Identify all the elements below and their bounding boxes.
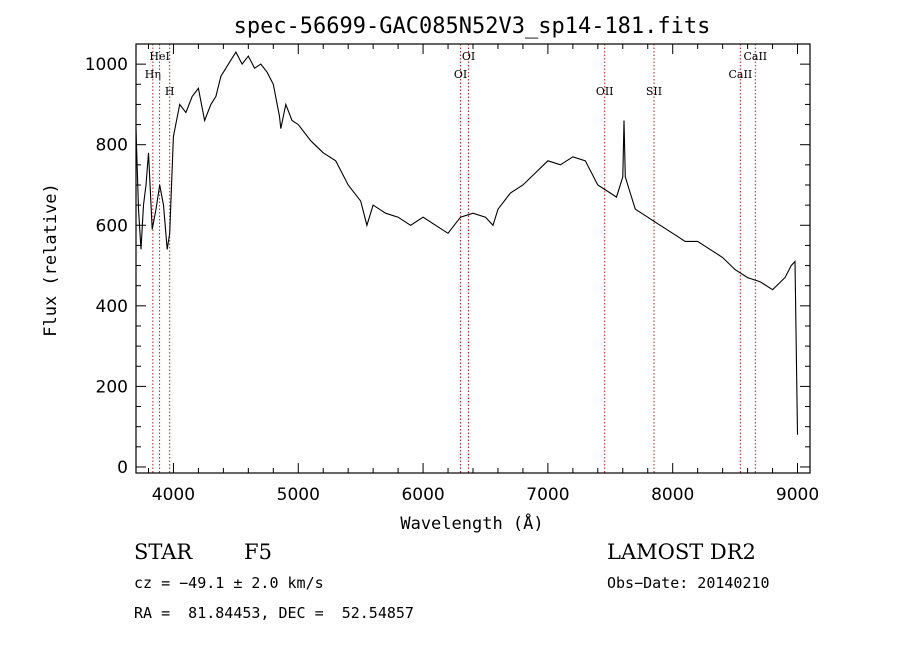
coordinates-text: RA = 81.84453, DEC = 52.54857 (134, 604, 414, 622)
x-tick-label: 5000 (277, 485, 320, 505)
spectral-line-label: CaII (743, 50, 767, 63)
object-class: STAR (134, 540, 193, 564)
spectral-line-label: OI (454, 68, 467, 81)
spectral-line-markers: Hη HeI H OI OI OII SII CaII CaII (145, 44, 767, 473)
y-tick-label: 0 (117, 458, 128, 478)
spectral-line-label: OII (596, 85, 614, 98)
spectral-line-label: OI (462, 50, 475, 63)
x-tick-label: 4000 (152, 485, 195, 505)
survey-name: LAMOST DR2 (607, 540, 756, 564)
x-axis-ticks: 4000 5000 6000 7000 8000 9000 (147, 44, 819, 505)
plot-frame (135, 43, 811, 474)
spectral-line-label: HeI (149, 50, 169, 63)
x-axis-label: Wavelength (Å) (400, 512, 543, 534)
y-tick-label: 1000 (85, 55, 128, 75)
object-subclass: F5 (244, 540, 272, 564)
y-axis-ticks: 0 200 400 600 800 1000 (85, 55, 810, 478)
spectral-line-label: CaII (729, 68, 753, 81)
y-tick-label: 800 (96, 136, 128, 156)
spectral-line-label: Hη (145, 68, 161, 81)
y-tick-label: 400 (96, 297, 128, 317)
spectral-line-label: SII (646, 85, 662, 98)
obs-date: Obs−Date: 20140210 (607, 574, 770, 592)
chart-title: spec-56699-GAC085N52V3_sp14-181.fits (234, 14, 711, 39)
y-tick-label: 200 (96, 377, 128, 397)
x-tick-label: 9000 (776, 485, 819, 505)
spectral-line-label: H (165, 85, 175, 98)
x-tick-label: 7000 (526, 485, 569, 505)
y-axis-label: Flux (relative) (41, 183, 61, 337)
spectrum-series-flux (135, 50, 799, 435)
x-tick-label: 8000 (651, 485, 694, 505)
y-tick-label: 600 (96, 216, 128, 236)
velocity-text: cz = −49.1 ± 2.0 km/s (134, 574, 324, 592)
x-tick-label: 6000 (401, 485, 444, 505)
